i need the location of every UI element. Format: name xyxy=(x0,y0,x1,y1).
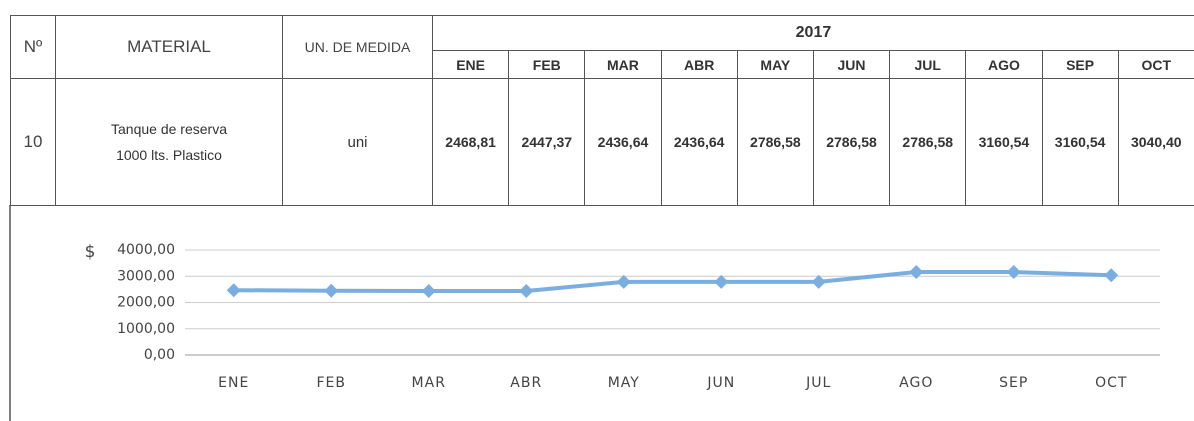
y-tick-label: 3000,00 xyxy=(117,268,175,284)
x-tick-label: MAY xyxy=(608,375,640,391)
point-marker xyxy=(421,284,436,299)
header-material: MATERIAL xyxy=(55,15,283,79)
header-month: JUN xyxy=(812,50,891,79)
price-cell: 2468,81 xyxy=(431,78,510,206)
price-cell: 2436,64 xyxy=(660,78,738,206)
x-tick-label: FEB xyxy=(316,375,346,391)
y-tick-label: 4000,00 xyxy=(117,242,175,258)
y-axis-label: $ xyxy=(85,242,96,262)
header-year: 2017 xyxy=(432,15,1194,51)
x-tick-label: MAR xyxy=(412,375,446,391)
x-tick-label: ENE xyxy=(218,375,249,391)
header-month: AGO xyxy=(965,50,1043,79)
x-tick-label: ABR xyxy=(510,375,542,391)
header-month: ABR xyxy=(660,50,738,79)
point-marker xyxy=(324,283,339,298)
point-marker xyxy=(519,284,534,299)
price-cell: 2786,58 xyxy=(736,78,814,206)
price-cell: 2436,64 xyxy=(584,78,662,206)
price-cell: 3040,40 xyxy=(1117,78,1194,206)
header-month: MAY xyxy=(736,50,814,79)
price-cell: 2447,37 xyxy=(508,78,586,206)
row-cell: Tanque de reserva 1000 lts. Plastico xyxy=(55,78,283,206)
price-cell: 3160,54 xyxy=(1041,78,1119,206)
row-cell: uni xyxy=(282,78,433,206)
point-marker xyxy=(909,265,924,280)
point-marker xyxy=(1006,265,1021,280)
price-cell: 3160,54 xyxy=(965,78,1043,206)
series-line xyxy=(233,270,1112,294)
point-marker xyxy=(226,283,241,298)
point-marker xyxy=(616,274,631,289)
y-tick-label: 2000,00 xyxy=(117,295,175,311)
header-month: OCT xyxy=(1117,50,1194,79)
point-marker xyxy=(1104,268,1119,283)
x-tick-label: JUL xyxy=(805,375,831,391)
row-cell: 10 xyxy=(10,78,56,206)
header-month: MAR xyxy=(584,50,662,79)
point-marker xyxy=(811,274,826,289)
y-tick-label: 1000,00 xyxy=(117,321,175,337)
point-marker xyxy=(714,274,729,289)
price-cell: 2786,58 xyxy=(812,78,891,206)
price-table: Nº MATERIAL UN. DE MEDIDA 2017 ENE FEB MAR… xyxy=(10,15,1194,206)
x-tick-label: SEP xyxy=(999,375,1028,391)
y-tick-label: 0,00 xyxy=(144,347,175,363)
x-tick-label: JUN xyxy=(706,375,735,391)
header-month: JUL xyxy=(889,50,967,79)
price-cell: 2786,58 xyxy=(889,78,967,206)
x-tick-label: AGO xyxy=(899,375,933,391)
x-tick-label: OCT xyxy=(1095,375,1127,391)
header-number: Nº xyxy=(10,15,56,79)
